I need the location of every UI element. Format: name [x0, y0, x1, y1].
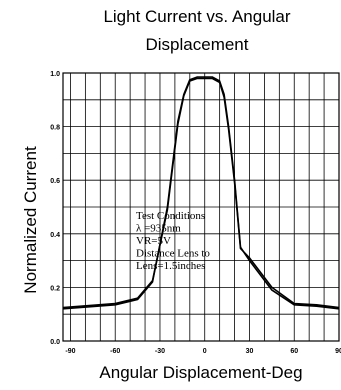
x-tick-label: -90 — [65, 348, 75, 355]
x-tick-label: -30 — [155, 348, 165, 355]
x-tick-label: -60 — [110, 348, 120, 355]
annotation-line: Lens=1.5inches — [136, 260, 205, 272]
y-tick-label: 0.6 — [50, 178, 60, 185]
grid — [63, 73, 340, 341]
x-tick-labels: -90 -60 -30 0 30 60 90 — [65, 348, 341, 355]
x-tick-label: 0 — [203, 348, 207, 355]
y-tick-label: 0.4 — [50, 232, 60, 239]
y-axis-label: Normalized Current — [21, 146, 40, 294]
x-tick-label: 30 — [246, 348, 254, 355]
annotation-line: Test Conditions — [136, 210, 205, 222]
annotation-line: λ =935nm — [136, 223, 181, 235]
annotation-line: Distance Lens to — [136, 248, 210, 260]
series-line-2 — [62, 77, 340, 309]
chart-title-line-1: Light Current vs. Angular — [103, 7, 290, 26]
y-tick-label: 0.0 — [50, 339, 60, 346]
y-tick-label: 1.0 — [50, 71, 60, 78]
annotation-line: VR=5V — [136, 235, 171, 247]
y-tick-label: 0.2 — [50, 285, 60, 292]
plot-frame — [62, 72, 340, 342]
y-tick-label: 0.8 — [50, 125, 60, 132]
y-tick-labels: 0.0 0.2 0.4 0.6 0.8 1.0 — [50, 71, 60, 346]
x-tick-label: 60 — [290, 348, 298, 355]
x-tick-label: 90 — [335, 348, 341, 355]
series-line-1 — [62, 76, 340, 310]
x-axis-label: Angular Displacement-Deg — [99, 363, 302, 382]
chart-title-line-2: Displacement — [146, 35, 249, 54]
series-layer — [62, 76, 340, 310]
